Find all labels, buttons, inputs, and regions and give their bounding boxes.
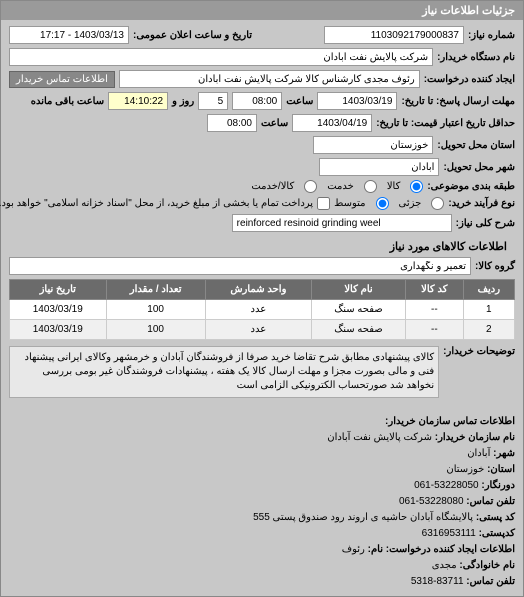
table-row: 1--صفحه سنگعدد1001403/03/19: [10, 300, 515, 320]
province-field[interactable]: [313, 136, 433, 154]
goods-section-title: اطلاعات کالاهای مورد نیاز: [9, 236, 515, 257]
radio-goods-service-label: کالا/خدمت: [251, 181, 294, 192]
contact-link-button[interactable]: اطلاعات تماس خریدار: [9, 71, 115, 88]
table-cell: صفحه سنگ: [312, 300, 406, 320]
budget-type-label: طبقه بندی موضوعی:: [427, 181, 515, 192]
group-label: گروه کالا:: [475, 261, 515, 272]
validity-label: حداقل تاریخ اعتبار قیمت: تا تاریخ:: [376, 118, 515, 129]
org-label: نام سازمان خریدار:: [435, 432, 515, 443]
lname-label: نام خانوادگی:: [459, 560, 515, 571]
radio-service[interactable]: [364, 180, 377, 193]
lname-value: مجدی: [432, 560, 457, 571]
phone-label: تلفن تماس:: [466, 496, 515, 507]
radio-small[interactable]: [431, 197, 444, 210]
city-label: شهر محل تحویل:: [443, 162, 515, 173]
rphone-value: 83711-5318: [411, 576, 464, 587]
city-field[interactable]: [319, 158, 439, 176]
postal-value: پالایشگاه آبادان حاشیه ی اروند رود صندوق…: [253, 512, 473, 523]
cprov-label: استان:: [487, 464, 515, 475]
postcode-value: 6316953111: [422, 528, 476, 539]
need-title-label: شرح کلی نیاز:: [456, 218, 515, 229]
radio-service-label: خدمت: [327, 181, 354, 192]
table-cell: 100: [106, 320, 205, 340]
col-date: تاریخ نیاز: [10, 280, 107, 300]
reply-time-field[interactable]: [232, 92, 282, 110]
desc-text: کالای پیشنهادی مطابق شرح تقاضا خرید صرفا…: [9, 346, 439, 398]
buyer-label: نام دستگاه خریدار:: [437, 52, 515, 63]
creator-field[interactable]: [119, 70, 420, 88]
table-cell: عدد: [205, 320, 311, 340]
validity-time-field[interactable]: [207, 114, 257, 132]
postal-label: کد پستی:: [476, 512, 515, 523]
fax-label: دورنگار:: [481, 480, 515, 491]
treasury-checkbox[interactable]: [317, 197, 330, 210]
col-code: کد کالا: [405, 280, 463, 300]
org-value: شرکت پالایش نفت آبادان: [327, 432, 432, 443]
table-cell: 1403/03/19: [10, 320, 107, 340]
remain-suffix: ساعت باقی مانده: [31, 96, 104, 107]
announce-label: تاریخ و ساعت اعلان عمومی:: [133, 30, 252, 41]
table-cell: 2: [463, 320, 514, 340]
buyer-field[interactable]: [9, 48, 433, 66]
fax-value: 53228050-061: [414, 480, 479, 491]
table-cell: --: [405, 320, 463, 340]
req-no-label: شماره نیاز:: [468, 30, 515, 41]
remain-time-field: [108, 92, 168, 110]
remain-days-field: [198, 92, 228, 110]
rphone-label: تلفن تماس:: [466, 576, 515, 587]
ccity-label: شهر:: [493, 448, 515, 459]
remain-label: روز و: [172, 96, 194, 107]
reply-time-label: ساعت: [286, 96, 313, 107]
req-section-title: اطلاعات ایجاد کننده درخواست:: [386, 544, 515, 555]
table-cell: --: [405, 300, 463, 320]
col-index: ردیف: [463, 280, 514, 300]
radio-goods-service[interactable]: [304, 180, 317, 193]
radio-goods[interactable]: [410, 180, 423, 193]
province-label: استان محل تحویل:: [437, 140, 515, 151]
table-row: 2--صفحه سنگعدد1001403/03/19: [10, 320, 515, 340]
postcode-label: کدپستی:: [479, 528, 515, 539]
cprov-value: خوزستان: [446, 464, 484, 475]
group-field[interactable]: [9, 257, 471, 275]
ccity-value: آبادان: [467, 448, 490, 459]
fname-value: رئوف: [342, 544, 365, 555]
fname-label: نام:: [368, 544, 383, 555]
process-type-label: نوع فرآیند خرید:: [448, 198, 515, 209]
goods-table: ردیف کد کالا نام کالا واحد شمارش تعداد /…: [9, 279, 515, 340]
need-title-field[interactable]: [232, 214, 452, 232]
reply-label: مهلت ارسال پاسخ: تا تاریخ:: [401, 96, 515, 107]
table-cell: صفحه سنگ: [312, 320, 406, 340]
table-cell: 1: [463, 300, 514, 320]
contact-section-title: اطلاعات تماس سازمان خریدار:: [385, 416, 515, 427]
validity-time-label: ساعت: [261, 118, 288, 129]
panel-title: جزئیات اطلاعات نیاز: [1, 1, 523, 20]
col-name: نام کالا: [312, 280, 406, 300]
validity-date-field[interactable]: [292, 114, 372, 132]
phone-value: 53228080-061: [399, 496, 464, 507]
reply-date-field[interactable]: [317, 92, 397, 110]
table-cell: عدد: [205, 300, 311, 320]
col-unit: واحد شمارش: [205, 280, 311, 300]
radio-medium-label: متوسط: [334, 198, 365, 209]
col-qty: تعداد / مقدار: [106, 280, 205, 300]
table-cell: 1403/03/19: [10, 300, 107, 320]
creator-label: ایجاد کننده درخواست:: [424, 74, 515, 85]
radio-small-label: جزئی: [399, 198, 422, 209]
desc-label: توضیحات خریدار:: [443, 346, 515, 357]
process-note: پرداخت تمام یا بخشی از مبلغ خرید، از محل…: [0, 198, 313, 209]
table-cell: 100: [106, 300, 205, 320]
req-no-field[interactable]: [324, 26, 464, 44]
radio-medium[interactable]: [376, 197, 389, 210]
announce-field[interactable]: [9, 26, 129, 44]
radio-goods-label: کالا: [387, 181, 401, 192]
